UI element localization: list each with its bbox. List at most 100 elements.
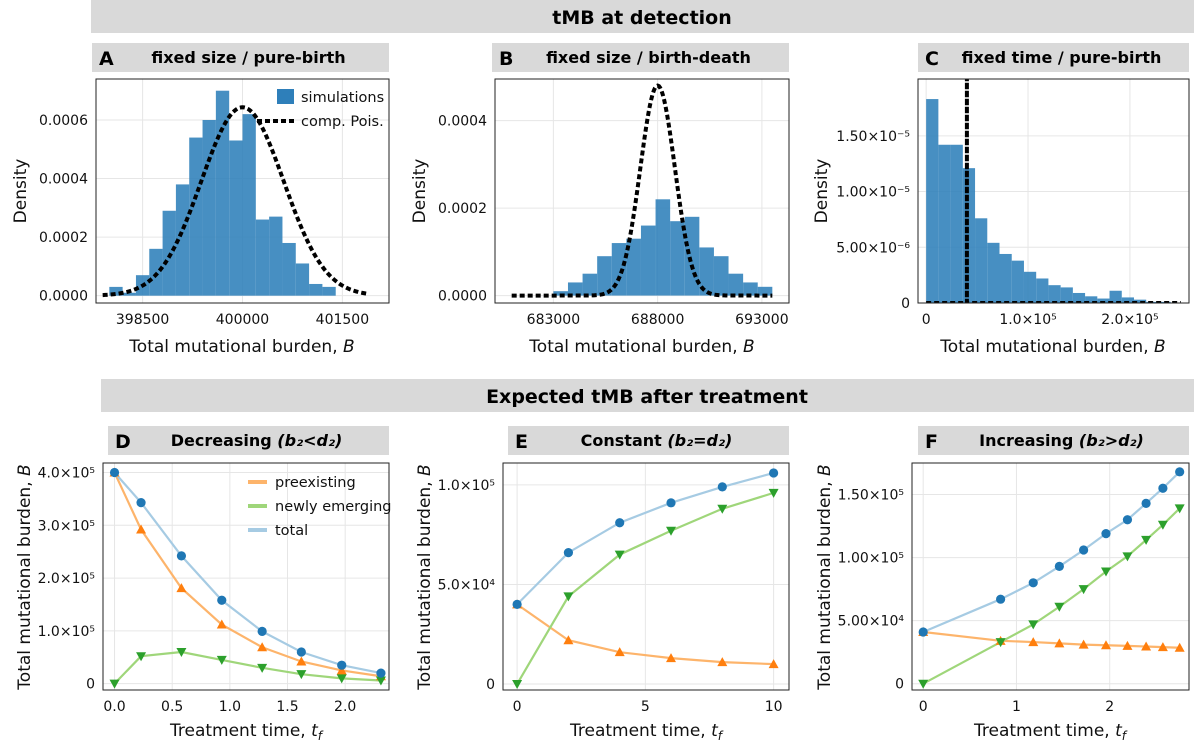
marker-total <box>257 626 267 637</box>
plot-area <box>102 90 370 298</box>
x-tick-label: 0 <box>919 699 928 715</box>
panel-title: Decreasing (b₂<d₂) <box>171 431 343 450</box>
y-tick-label: 0.0000 <box>438 289 487 305</box>
marker-newly-emerging <box>614 550 625 560</box>
marker-preexisting <box>136 524 147 534</box>
y-tick-label: 1.00×10⁻⁵ <box>836 185 910 201</box>
plot-frame <box>494 78 790 304</box>
panel-header <box>918 426 1189 455</box>
marker-preexisting <box>1078 639 1089 649</box>
hist-bar <box>626 238 641 296</box>
marker-total <box>296 647 306 657</box>
legend-label-poisson: comp. Pois. <box>301 114 384 130</box>
series-line-newly-emerging <box>516 491 774 685</box>
marker-newly-emerging <box>296 670 307 680</box>
y-axis-label: Density <box>11 159 31 224</box>
hist-bar <box>1036 278 1049 303</box>
marker-preexisting <box>216 619 227 629</box>
hist-bar <box>582 273 598 296</box>
marker-total <box>1175 467 1185 477</box>
marker-newly-emerging <box>216 655 227 665</box>
hist-bar <box>728 273 744 296</box>
marker-newly-emerging <box>375 676 386 686</box>
hist-bar <box>109 286 123 296</box>
marker-newly-emerging <box>1122 552 1133 562</box>
y-tick-label: 5.0×10⁴ <box>438 577 496 593</box>
x-axis-label: Treatment time, tf <box>169 721 324 743</box>
hist-bar <box>175 184 190 296</box>
marker-preexisting <box>1054 638 1065 648</box>
marker-newly-emerging <box>1100 567 1111 577</box>
top-banner <box>91 0 1194 33</box>
y-tick-label: 0 <box>895 677 904 693</box>
hist-bar <box>242 114 256 296</box>
x-tick-label: 2.0×10⁵ <box>1101 312 1158 328</box>
marker-total <box>615 518 625 528</box>
marker-newly-emerging <box>918 679 929 689</box>
marker-newly-emerging <box>1141 535 1152 545</box>
panel-title: Increasing (b₂>d₂) <box>979 431 1144 450</box>
marker-preexisting <box>717 657 728 667</box>
marker-total <box>1028 578 1038 588</box>
y-tick-label: 0 <box>901 296 910 312</box>
marker-total <box>176 551 187 561</box>
x-tick-label: 401500 <box>316 312 369 328</box>
marker-newly-emerging <box>1028 620 1039 630</box>
marker-total <box>337 660 347 670</box>
marker-newly-emerging <box>717 504 728 514</box>
x-tick-label: 398500 <box>116 312 169 328</box>
marker-newly-emerging <box>109 679 120 689</box>
hist-bar <box>987 242 1000 303</box>
marker-total <box>769 468 779 478</box>
panel-letter: A <box>99 48 114 70</box>
legend-label-newly-emerging: newly emerging <box>275 499 392 515</box>
marker-preexisting <box>1174 642 1185 652</box>
hist-bar <box>670 221 685 296</box>
panel-letter: B <box>499 48 513 70</box>
x-tick-label: 2 <box>1105 699 1114 715</box>
hist-bar <box>1023 271 1037 303</box>
y-axis-label: Total mutational burden, B <box>415 464 435 690</box>
x-tick-label: 1.5 <box>276 699 298 715</box>
hist-bar <box>255 219 270 296</box>
marker-total <box>918 627 928 637</box>
x-tick-label: 0.5 <box>161 699 183 715</box>
y-axis-label: Total mutational burden, B <box>815 464 835 690</box>
hist-bar <box>743 282 758 296</box>
marker-total <box>996 594 1006 604</box>
marker-total <box>217 595 227 605</box>
hist-bar <box>950 144 963 303</box>
y-tick-label: 2.0×10⁵ <box>38 571 95 587</box>
panel-title: fixed size / birth-death <box>546 48 751 67</box>
x-axis-label: Treatment time, tf <box>569 721 724 743</box>
hist-bar <box>938 144 951 303</box>
x-axis-label: Treatment time, tf <box>973 721 1128 743</box>
panel-title: fixed time / pure-birth <box>962 48 1162 67</box>
y-tick-label: 5.00×10⁴ <box>838 614 905 630</box>
marker-total <box>666 498 676 508</box>
x-tick-label: 693000 <box>735 312 788 328</box>
marker-newly-emerging <box>257 663 268 673</box>
panel-letter: E <box>515 431 528 453</box>
hist-bar <box>1109 290 1122 303</box>
marker-preexisting <box>296 656 307 666</box>
hist-bar <box>309 283 323 296</box>
y-tick-label: 0 <box>486 677 495 693</box>
hist-bar <box>1048 285 1061 303</box>
marker-preexisting <box>614 647 625 657</box>
plot-frame <box>95 78 390 304</box>
x-tick-label: 5 <box>641 699 650 715</box>
hist-bar <box>999 253 1012 303</box>
top-banner-title: tMB at detection <box>552 7 732 29</box>
hist-bar <box>699 247 714 296</box>
panel-title: Constant (b₂=d₂) <box>581 431 733 450</box>
marker-preexisting <box>257 642 268 652</box>
hist-bar <box>189 137 203 296</box>
hist-bar <box>713 256 729 296</box>
series-line-total <box>516 471 774 606</box>
